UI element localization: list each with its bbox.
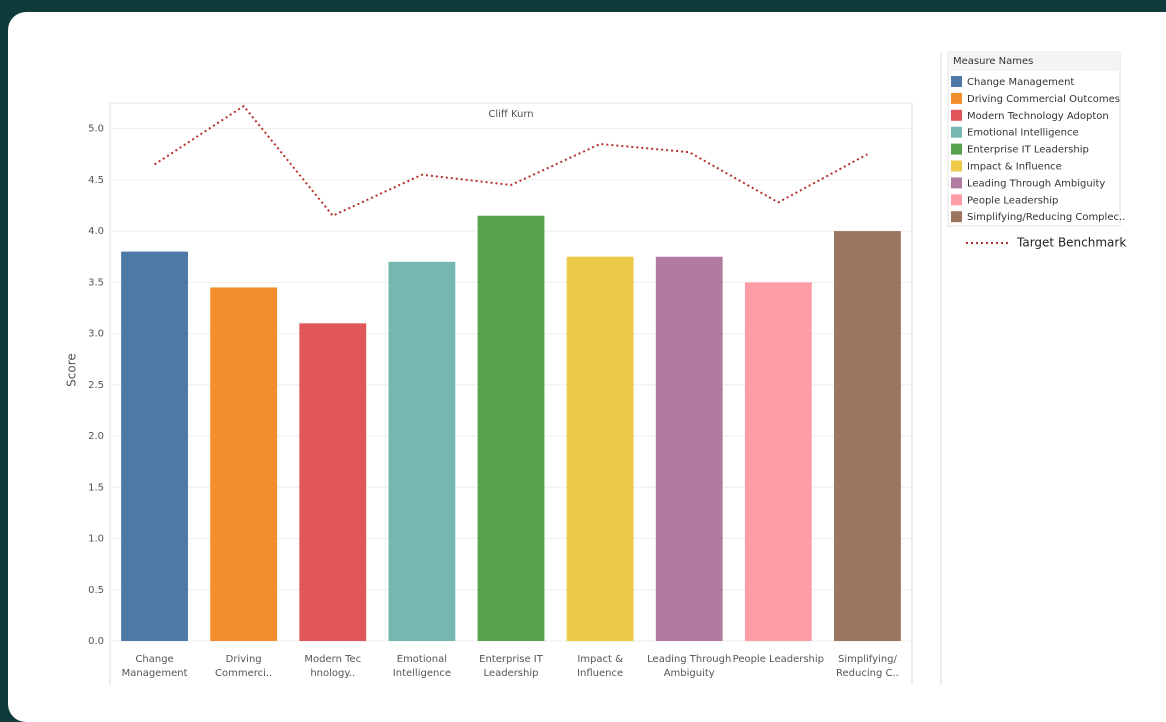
x-tick-label: Driving (226, 654, 262, 665)
bar (388, 261, 456, 641)
y-tick-label: 5.0 (88, 124, 104, 135)
y-tick-label: 1.0 (88, 534, 104, 545)
x-tick-label: Change (135, 654, 173, 665)
legend-label: Change Management (967, 77, 1074, 88)
legend-title: Measure Names (953, 56, 1033, 67)
x-tick-label: Management (122, 668, 188, 679)
legend-label: Emotional Intelligence (967, 128, 1079, 139)
y-tick-label: 2.5 (88, 380, 104, 391)
y-axis-label: Score (65, 353, 79, 387)
legend-label: Simplifying/Reducing Complec.. (967, 212, 1125, 223)
x-tick-label: Enterprise IT (479, 654, 544, 665)
x-tick-label: hnology.. (310, 668, 355, 679)
x-tick-label: Intelligence (393, 668, 451, 679)
legend-swatch (951, 76, 962, 87)
bar (299, 323, 367, 641)
bar (655, 256, 723, 641)
legend-label: Leading Through Ambiguity (967, 178, 1105, 189)
x-tick-label: Influence (577, 668, 623, 679)
x-tick-label: Ambiguity (664, 668, 715, 679)
x-tick-label: Emotional (397, 654, 447, 665)
legend-swatch (951, 109, 962, 121)
x-tick-label: Modern Tec (304, 654, 361, 665)
legend-label: Modern Technology Adopton (967, 111, 1109, 122)
x-tick-label: Reducing C.. (836, 668, 899, 679)
x-tick-label: Impact & (577, 654, 623, 665)
legend-swatch (951, 177, 962, 189)
legend-swatch (951, 143, 962, 155)
bar (566, 256, 634, 641)
y-tick-label: 0.5 (88, 585, 104, 596)
x-tick-label: Simplifying/ (838, 654, 897, 665)
bar (210, 287, 278, 641)
y-tick-label: 4.0 (88, 226, 104, 237)
y-tick-label: 2.0 (88, 431, 104, 442)
x-tick-label: People Leadership (733, 654, 824, 665)
x-tick-label: Leading Through (647, 654, 731, 665)
y-tick-label: 0.0 (88, 636, 104, 647)
legend-label: People Leadership (967, 195, 1058, 206)
x-tick-label: Leadership (484, 668, 539, 679)
bar (834, 231, 901, 641)
y-tick-label: 1.5 (88, 482, 104, 493)
legend-swatch (951, 126, 962, 138)
target-line (154, 104, 868, 217)
x-tick-label: Commerci.. (215, 668, 272, 679)
legend-swatch (951, 160, 962, 172)
legend-header (948, 52, 1120, 71)
bar (121, 251, 188, 642)
pane-header: Cliff Kurn (488, 109, 533, 120)
y-tick-label: 3.5 (88, 277, 104, 288)
y-tick-label: 3.0 (88, 329, 104, 340)
legend-label: Target Benchmark (1016, 236, 1126, 250)
legend-swatch (951, 92, 962, 104)
legend-swatch (951, 211, 962, 223)
legend-swatch (951, 194, 962, 206)
legend-label: Driving Commercial Outcomes (967, 94, 1120, 105)
legend-label: Impact & Influence (967, 162, 1062, 173)
y-tick-label: 4.5 (88, 175, 104, 186)
legend-label: Enterprise IT Leadership (967, 145, 1089, 156)
bar (744, 282, 812, 641)
bar (477, 215, 545, 641)
